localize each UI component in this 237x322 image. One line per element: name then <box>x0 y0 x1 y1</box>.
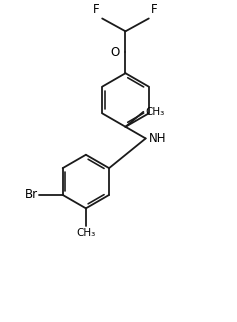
Text: F: F <box>151 3 158 16</box>
Text: CH₃: CH₃ <box>146 107 165 117</box>
Text: Br: Br <box>25 188 38 202</box>
Text: F: F <box>93 3 100 16</box>
Text: NH: NH <box>148 132 166 145</box>
Text: CH₃: CH₃ <box>76 228 96 238</box>
Text: O: O <box>110 46 120 59</box>
